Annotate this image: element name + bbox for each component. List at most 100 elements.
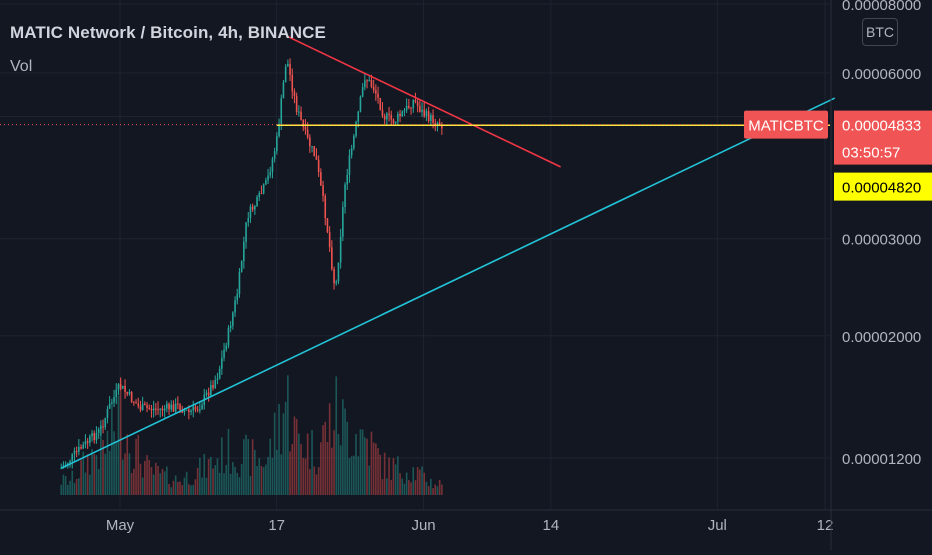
candle-body bbox=[280, 98, 283, 124]
candle-body bbox=[408, 105, 410, 108]
volume-bar bbox=[348, 458, 351, 495]
candle-body bbox=[284, 66, 287, 83]
volume-bar bbox=[328, 403, 331, 495]
volume-bar bbox=[183, 477, 186, 495]
volume-bar bbox=[78, 478, 80, 495]
candle-body bbox=[350, 148, 353, 156]
candle-body bbox=[95, 432, 98, 441]
candle-body bbox=[326, 218, 329, 233]
candle-body bbox=[78, 446, 80, 452]
candle-body bbox=[441, 125, 443, 129]
volume-legend[interactable]: Vol bbox=[10, 58, 33, 75]
candle-body bbox=[97, 429, 100, 433]
volume-bar bbox=[438, 479, 441, 495]
volume-bar bbox=[269, 438, 272, 495]
volume-bar bbox=[346, 421, 349, 495]
drawings[interactable] bbox=[0, 35, 836, 469]
volume-bar bbox=[379, 454, 382, 495]
candle-body bbox=[240, 261, 243, 272]
volume-bar bbox=[364, 437, 366, 495]
candle-body bbox=[80, 446, 82, 449]
candle-body bbox=[425, 111, 428, 117]
candle-body bbox=[170, 404, 173, 410]
volume-bar bbox=[225, 465, 228, 495]
horizontal-line-value: 0.00004820 bbox=[842, 180, 921, 197]
volume-bar bbox=[221, 437, 223, 495]
volume-bar bbox=[108, 450, 111, 495]
volume-bar bbox=[271, 457, 274, 495]
candle-body bbox=[69, 460, 71, 464]
candle-body bbox=[399, 113, 401, 117]
candle-body bbox=[122, 385, 124, 389]
candle-body bbox=[353, 135, 355, 149]
candle-body bbox=[148, 407, 151, 409]
volume-bar bbox=[155, 462, 157, 495]
time-axis-label: Jul bbox=[708, 517, 727, 534]
volume-bar bbox=[401, 478, 404, 495]
volume-bar bbox=[427, 486, 430, 495]
candle-body bbox=[317, 159, 320, 173]
candle-body bbox=[126, 392, 129, 394]
candle-body bbox=[229, 325, 232, 328]
volume-bar bbox=[368, 465, 371, 495]
candle-body bbox=[357, 111, 360, 122]
time-axis-label: Jun bbox=[411, 517, 435, 534]
candle-body bbox=[218, 368, 221, 379]
candle-body bbox=[262, 184, 265, 194]
volume-bar bbox=[201, 477, 203, 495]
volume-bar bbox=[249, 475, 252, 495]
candle-body bbox=[364, 80, 366, 88]
candle-body bbox=[273, 151, 276, 159]
volume-bar bbox=[168, 483, 170, 495]
volume-bar bbox=[216, 458, 219, 495]
volume-bar bbox=[243, 439, 245, 495]
candle-body bbox=[337, 262, 340, 282]
volume-bar bbox=[128, 453, 131, 495]
candle-body bbox=[100, 426, 102, 430]
symbol-title[interactable]: MATIC Network / Bitcoin, 4h, BINANCE bbox=[10, 23, 326, 42]
volume-bar bbox=[190, 485, 192, 495]
candle-body bbox=[388, 113, 390, 115]
volume-bar bbox=[102, 439, 104, 495]
bar-countdown: 03:50:57 bbox=[842, 145, 900, 162]
volume-bar bbox=[260, 465, 263, 495]
volume-bar bbox=[234, 466, 236, 495]
candle-body bbox=[370, 80, 373, 87]
volume-bar bbox=[344, 408, 346, 495]
volume-bar bbox=[157, 465, 159, 495]
candle-body bbox=[377, 93, 379, 98]
volume-bar bbox=[403, 483, 406, 495]
candle-body bbox=[260, 193, 263, 195]
volume-bar bbox=[309, 469, 311, 495]
volume-bar bbox=[203, 454, 206, 495]
candle-body bbox=[181, 410, 184, 413]
candle-body bbox=[271, 158, 274, 173]
candle-body bbox=[91, 433, 93, 437]
volume-bar bbox=[232, 462, 234, 495]
volume-bar bbox=[115, 440, 118, 495]
volume-bar bbox=[159, 473, 162, 495]
candle-body bbox=[207, 392, 210, 396]
candle-body bbox=[254, 206, 256, 210]
candle-body bbox=[251, 206, 254, 210]
candle-body bbox=[115, 389, 118, 397]
horizontal-line-tag bbox=[834, 172, 932, 201]
volume-bar bbox=[71, 470, 74, 495]
candle-body bbox=[313, 146, 316, 157]
candle-body bbox=[344, 184, 346, 208]
volume-bar bbox=[95, 455, 98, 495]
candle-body bbox=[346, 174, 349, 185]
currency-badge[interactable]: BTC bbox=[862, 18, 898, 46]
candle-body bbox=[163, 408, 166, 411]
volume-bar bbox=[397, 456, 399, 495]
candle-body bbox=[214, 379, 217, 388]
volume-bar bbox=[122, 459, 124, 495]
candle-body bbox=[141, 403, 144, 411]
candle-body bbox=[111, 402, 113, 404]
candle-body bbox=[432, 115, 434, 123]
volume-bar bbox=[130, 473, 133, 495]
volume-bar bbox=[247, 439, 250, 495]
candle-body bbox=[188, 409, 190, 413]
